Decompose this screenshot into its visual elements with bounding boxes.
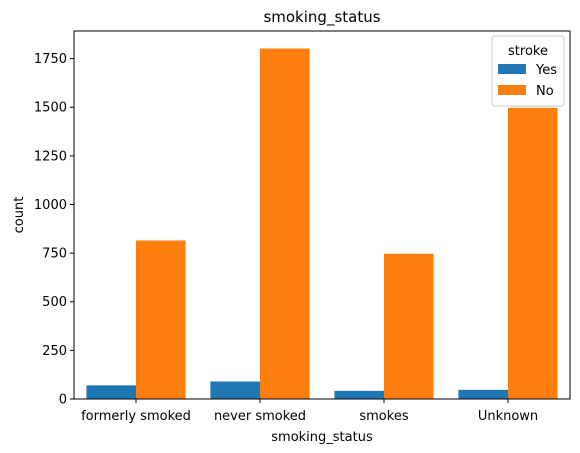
x-axis-ticks: formerly smoked never smoked smokes Unknown: [81, 399, 538, 424]
y-tick-label: 1250: [34, 149, 67, 164]
plot-frame: [73, 30, 571, 400]
y-tick-label: 1500: [34, 101, 67, 116]
x-tick-label: Unknown: [478, 409, 538, 424]
y-tick-label: 1000: [34, 198, 67, 213]
y-tick-label: 750: [42, 247, 67, 262]
y-axis-label: count: [12, 197, 27, 234]
legend-swatch-no: [498, 85, 526, 95]
bar-yes-unknown: [458, 389, 508, 399]
legend-entries: Yes No: [498, 63, 557, 99]
y-tick-label: 500: [42, 295, 67, 310]
bars: [86, 48, 558, 400]
legend-label-no: No: [536, 84, 554, 99]
legend-title: stroke: [508, 44, 548, 59]
chart-title: smoking_status: [263, 8, 380, 27]
bar-no-smokes: [384, 253, 434, 399]
x-tick-label: formerly smoked: [81, 409, 191, 424]
y-tick-label: 0: [59, 393, 67, 408]
bar-no-unknown: [508, 107, 558, 400]
legend: stroke Yes No: [491, 35, 565, 107]
x-axis-label: smoking_status: [271, 430, 373, 445]
bar-no-formerly-smoked: [136, 240, 186, 399]
bar-yes-smokes: [334, 390, 384, 399]
x-tick-label: smokes: [359, 409, 408, 424]
y-tick-label: 1750: [34, 52, 67, 67]
y-axis-ticks: 0 250 500 750 1000 1250 1500 1750: [34, 52, 74, 408]
legend-swatch-yes: [498, 64, 526, 74]
bar-yes-formerly-smoked: [86, 385, 136, 399]
legend-label-yes: Yes: [535, 63, 557, 78]
bar-yes-never-smoked: [210, 381, 260, 399]
bar-no-never-smoked: [260, 48, 310, 400]
y-tick-label: 250: [42, 344, 67, 359]
x-tick-label: never smoked: [214, 409, 306, 424]
